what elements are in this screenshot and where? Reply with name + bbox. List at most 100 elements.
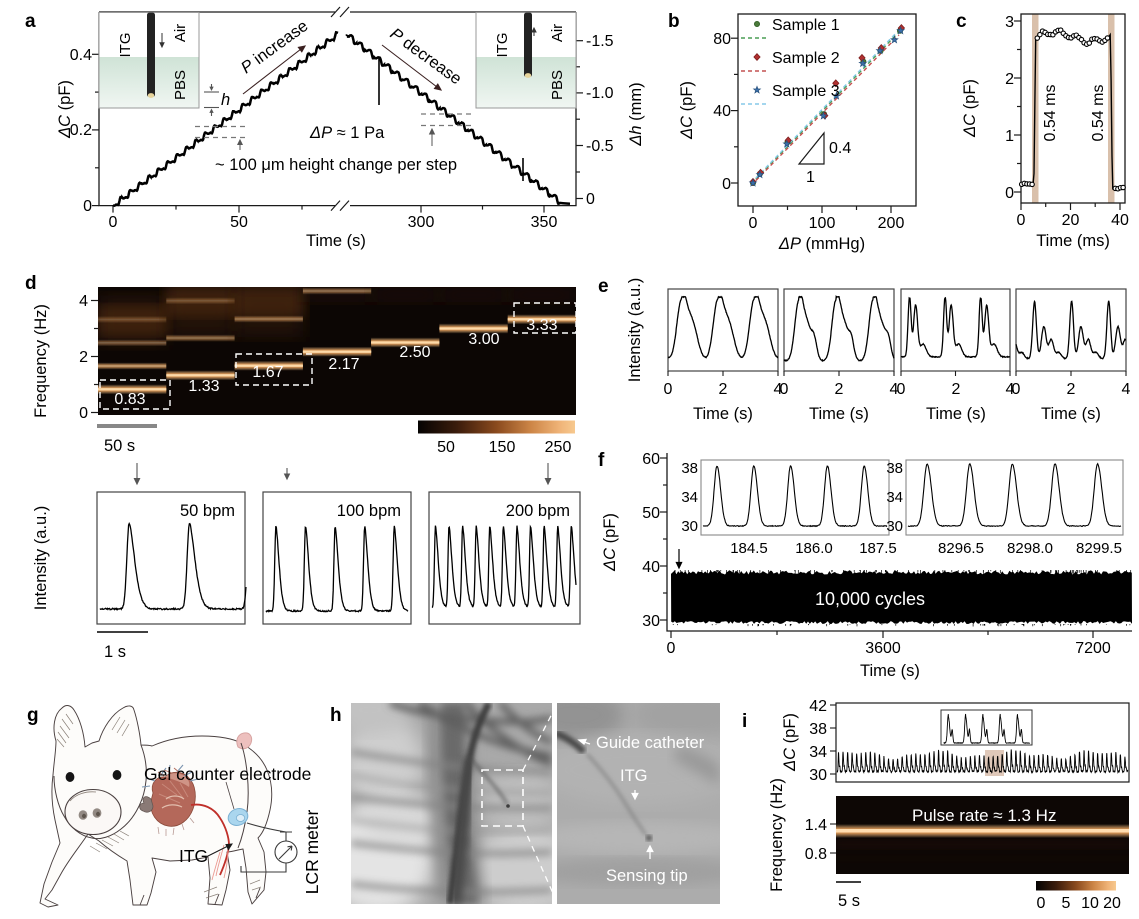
svg-text:LCR meter: LCR meter xyxy=(302,810,322,895)
svg-text:4: 4 xyxy=(890,381,899,398)
svg-text:187.5: 187.5 xyxy=(859,540,897,557)
svg-text:h: h xyxy=(330,705,342,726)
svg-text:~ 100 μm height change per ste: ~ 100 μm height change per step xyxy=(215,156,457,174)
svg-text:100 bpm: 100 bpm xyxy=(337,502,401,520)
svg-text:-0.5: -0.5 xyxy=(586,138,614,155)
svg-text:ITG: ITG xyxy=(179,846,208,866)
svg-text:150: 150 xyxy=(489,439,516,456)
svg-text:50 bpm: 50 bpm xyxy=(180,502,235,520)
svg-text:0: 0 xyxy=(667,640,676,657)
svg-text:-1.0: -1.0 xyxy=(586,85,614,102)
svg-text:Sample 2: Sample 2 xyxy=(772,50,840,67)
svg-text:300: 300 xyxy=(408,214,435,231)
svg-text:Sample 3: Sample 3 xyxy=(772,83,840,100)
svg-text:Sample 1: Sample 1 xyxy=(772,17,840,34)
svg-text:ΔC (pF): ΔC (pF) xyxy=(961,79,979,138)
svg-text:0: 0 xyxy=(1037,895,1046,912)
svg-text:34: 34 xyxy=(809,744,827,761)
svg-text:Air: Air xyxy=(172,24,189,42)
svg-text:30: 30 xyxy=(809,767,827,784)
svg-text:0: 0 xyxy=(1005,185,1014,202)
svg-text:0.54 ms: 0.54 ms xyxy=(1090,85,1107,142)
svg-text:Time (s): Time (s) xyxy=(809,405,869,423)
svg-text:42: 42 xyxy=(809,698,827,715)
svg-text:ΔC (pF): ΔC (pF) xyxy=(601,513,619,572)
svg-text:0.83: 0.83 xyxy=(114,391,145,408)
svg-text:Intensity (a.u.): Intensity (a.u.) xyxy=(626,278,644,383)
svg-text:Pulse rate ≈ 1.3 Hz: Pulse rate ≈ 1.3 Hz xyxy=(912,806,1056,825)
svg-text:50: 50 xyxy=(437,439,455,456)
svg-text:2: 2 xyxy=(1067,381,1076,398)
svg-text:i: i xyxy=(742,711,747,732)
svg-text:4: 4 xyxy=(1006,381,1015,398)
svg-text:350: 350 xyxy=(531,214,558,231)
svg-text:3.33: 3.33 xyxy=(526,317,557,334)
svg-text:2: 2 xyxy=(79,349,88,366)
svg-text:20: 20 xyxy=(1103,895,1121,912)
svg-text:4: 4 xyxy=(79,293,88,310)
svg-text:ΔP ≈ 1 Pa: ΔP ≈ 1 Pa xyxy=(309,124,385,142)
svg-text:60: 60 xyxy=(642,451,660,468)
svg-text:38: 38 xyxy=(809,721,827,738)
svg-text:Time (s): Time (s) xyxy=(926,405,986,423)
svg-text:50: 50 xyxy=(642,505,660,522)
svg-text:8296.5: 8296.5 xyxy=(938,540,984,557)
svg-text:30: 30 xyxy=(642,613,660,630)
svg-text:0.4: 0.4 xyxy=(70,47,92,64)
svg-text:d: d xyxy=(25,273,37,294)
svg-text:0: 0 xyxy=(749,215,758,232)
svg-text:38: 38 xyxy=(681,460,698,477)
svg-text:10,000 cycles: 10,000 cycles xyxy=(815,589,925,609)
svg-text:0: 0 xyxy=(1012,381,1021,398)
svg-text:ITG: ITG xyxy=(620,767,648,785)
svg-text:e: e xyxy=(598,276,609,297)
svg-text:Frequency (Hz): Frequency (Hz) xyxy=(768,778,786,892)
svg-text:0.4: 0.4 xyxy=(829,140,851,157)
svg-text:8298.0: 8298.0 xyxy=(1007,540,1053,557)
svg-text:2.17: 2.17 xyxy=(328,356,359,373)
svg-text:50 s: 50 s xyxy=(104,437,135,455)
svg-text:38: 38 xyxy=(886,460,903,477)
svg-text:Δh (mm): Δh (mm) xyxy=(627,82,645,146)
svg-text:ΔC (pF): ΔC (pF) xyxy=(56,80,74,139)
svg-text:1.4: 1.4 xyxy=(805,817,827,834)
svg-text:30: 30 xyxy=(681,518,698,535)
svg-text:8299.5: 8299.5 xyxy=(1076,540,1122,557)
svg-text:h: h xyxy=(221,91,230,109)
svg-text:2.50: 2.50 xyxy=(399,344,430,361)
svg-text:2: 2 xyxy=(719,381,728,398)
svg-text:40: 40 xyxy=(713,103,731,120)
svg-text:ITG: ITG xyxy=(117,33,134,58)
svg-text:Frequency (Hz): Frequency (Hz) xyxy=(32,304,50,418)
svg-text:Time (s): Time (s) xyxy=(1041,405,1101,423)
svg-text:PBS: PBS xyxy=(172,70,189,100)
svg-text:5 s: 5 s xyxy=(838,892,860,910)
svg-text:34: 34 xyxy=(886,489,903,506)
svg-text:0: 0 xyxy=(780,381,789,398)
svg-text:g: g xyxy=(27,705,39,726)
svg-text:c: c xyxy=(956,11,967,32)
svg-text:0: 0 xyxy=(897,381,906,398)
svg-text:0: 0 xyxy=(722,176,731,193)
svg-text:ΔP (mmHg): ΔP (mmHg) xyxy=(778,235,865,253)
svg-text:7200: 7200 xyxy=(1075,640,1111,657)
svg-text:Gel counter electrode: Gel counter electrode xyxy=(144,764,311,784)
svg-text:4: 4 xyxy=(774,381,783,398)
svg-text:186.0: 186.0 xyxy=(795,540,833,557)
svg-text:50: 50 xyxy=(230,214,248,231)
svg-text:5: 5 xyxy=(1062,895,1071,912)
svg-text:0: 0 xyxy=(79,405,88,422)
svg-text:3: 3 xyxy=(1005,14,1014,31)
svg-text:ΔC (pF): ΔC (pF) xyxy=(781,713,799,772)
svg-text:200 bpm: 200 bpm xyxy=(506,502,570,520)
svg-text:0.2: 0.2 xyxy=(70,122,92,139)
svg-text:0: 0 xyxy=(664,381,673,398)
svg-text:1.33: 1.33 xyxy=(188,378,219,395)
svg-text:3600: 3600 xyxy=(865,640,901,657)
svg-text:80: 80 xyxy=(713,31,731,48)
svg-text:40: 40 xyxy=(642,559,660,576)
svg-text:1.67: 1.67 xyxy=(252,364,283,381)
svg-text:10: 10 xyxy=(1081,895,1099,912)
svg-text:20: 20 xyxy=(1062,212,1080,229)
svg-text:184.5: 184.5 xyxy=(730,540,768,557)
